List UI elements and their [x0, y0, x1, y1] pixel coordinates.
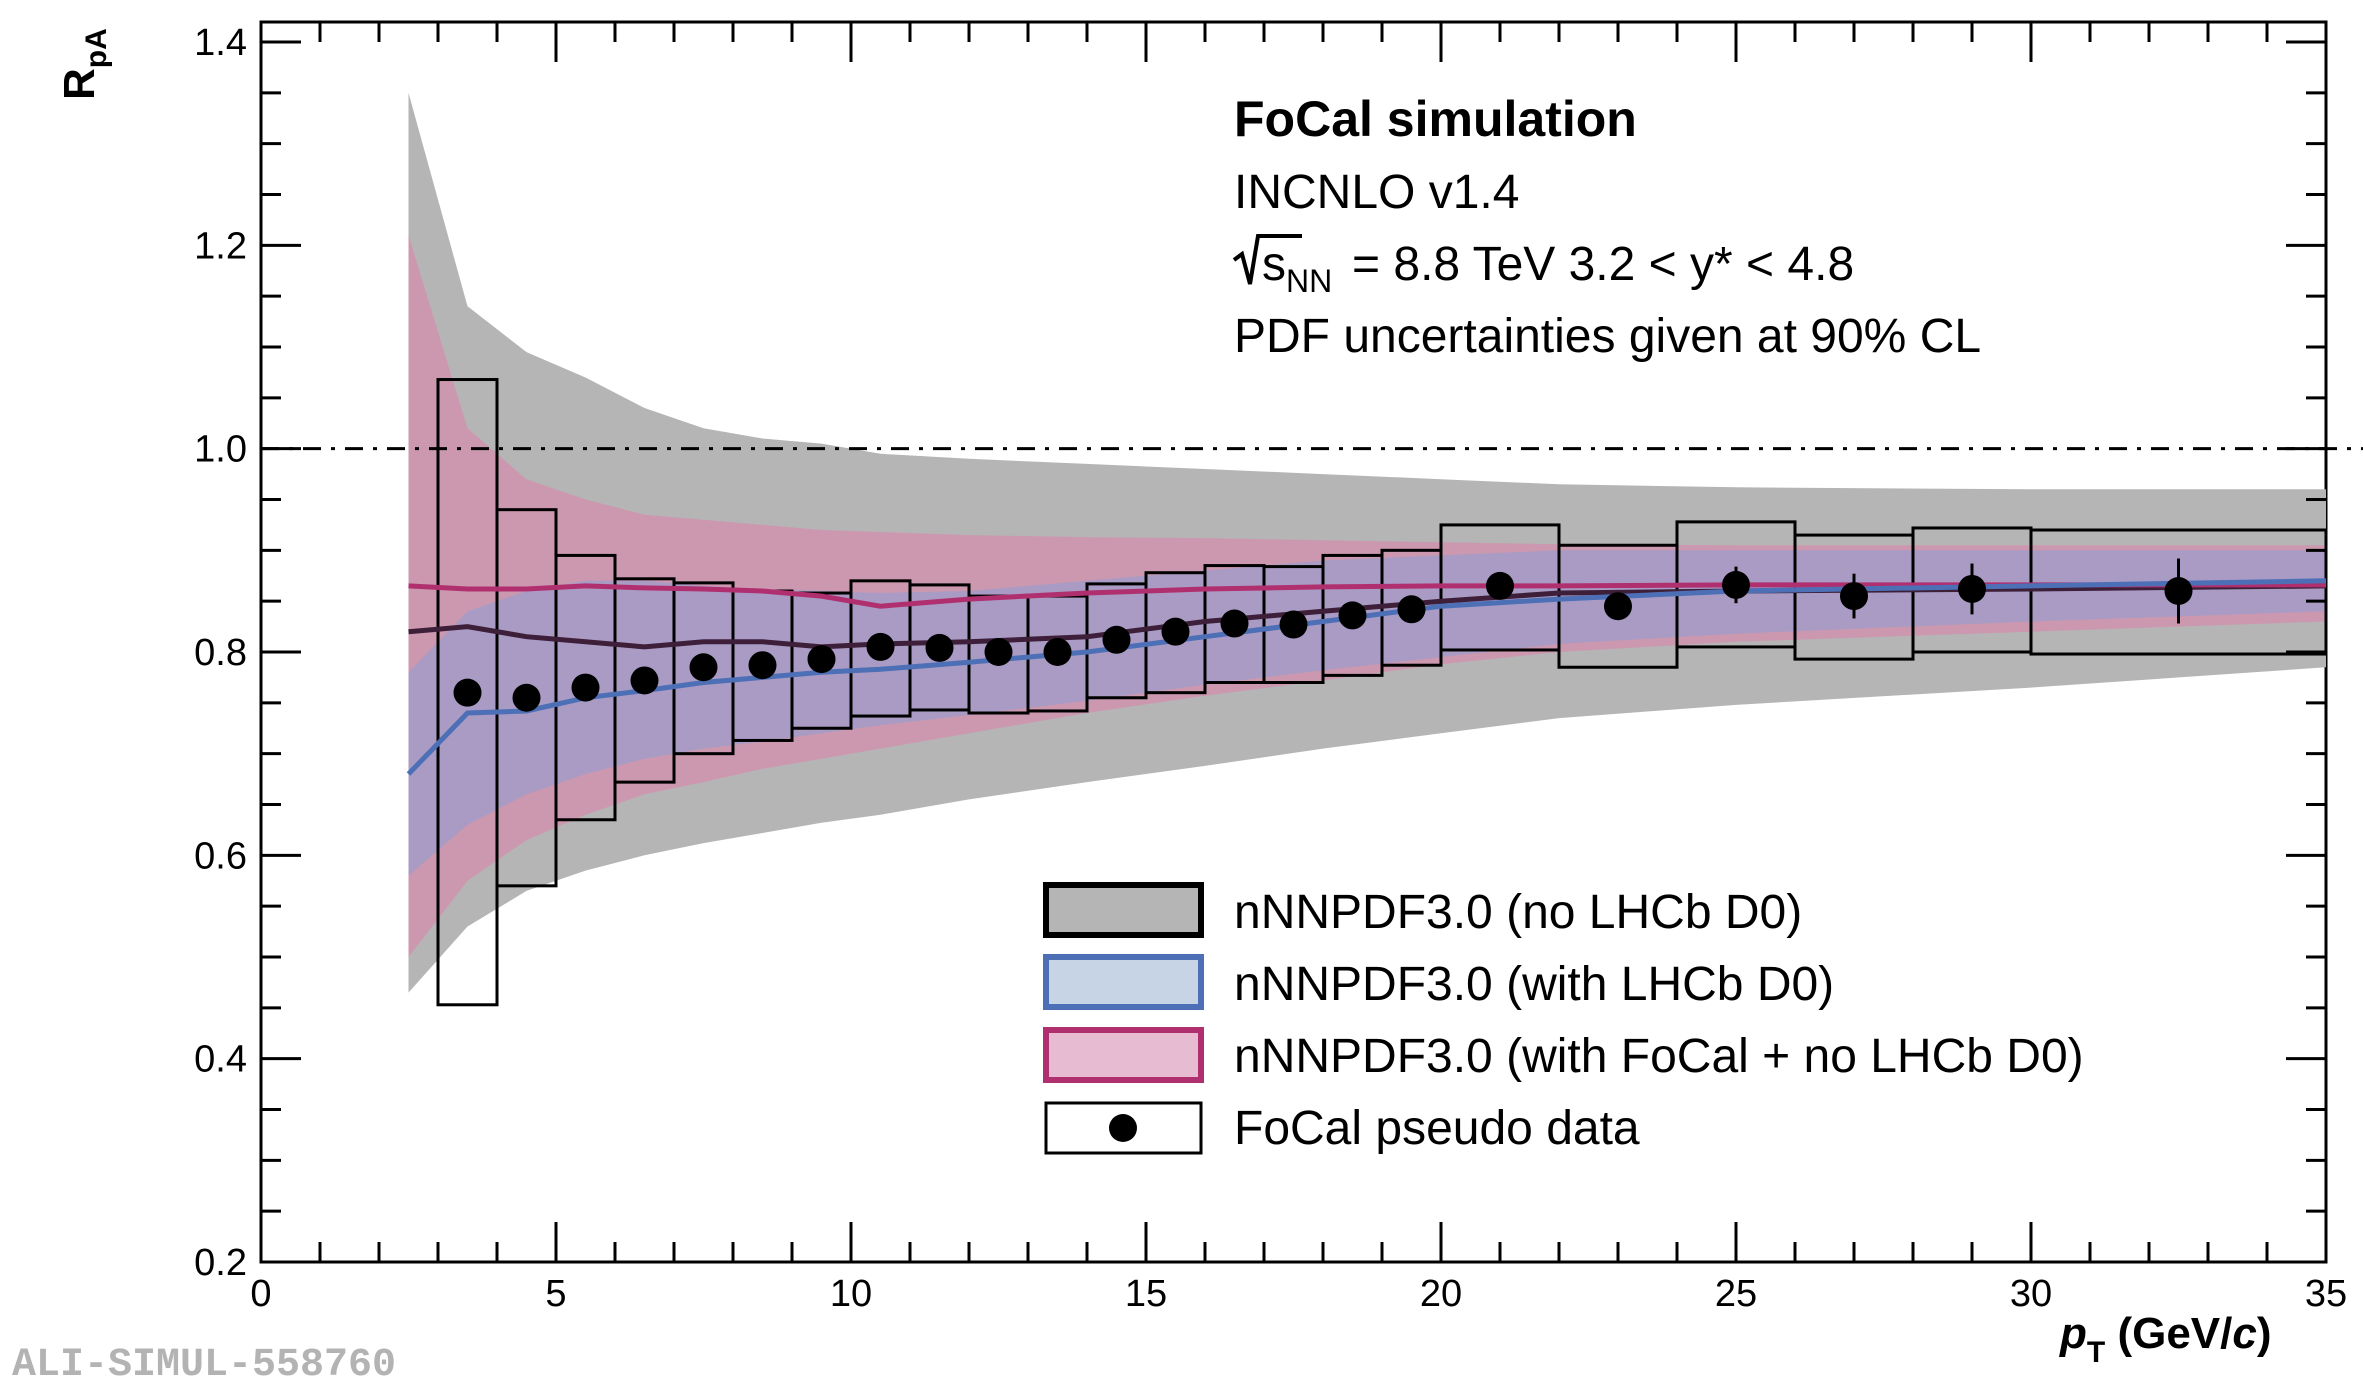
data-point-7: [866, 632, 895, 661]
legend-swatch-no-lhcb: [1043, 882, 1204, 938]
data-point-18: [1604, 592, 1632, 621]
y-tick-label-0: 0.2: [194, 1242, 247, 1284]
central-value-lines: [406, 578, 2327, 776]
legend-swatch-focal: [1043, 1027, 1204, 1083]
annotation-generator: INCNLO v1.4: [1234, 166, 1519, 219]
band-with_lhcb: [408, 550, 2326, 876]
data-point-12: [1161, 617, 1190, 646]
y-tick-label-3: 0.8: [194, 632, 247, 674]
legend-label-focal: nNNPDF3.0 (with FoCal + no LHCb D0): [1234, 1030, 2084, 1083]
x-tick-label-0: 0: [250, 1273, 271, 1315]
watermark: ALI-SIMUL-558760: [12, 1343, 396, 1388]
legend-entry-pseudo: FoCal pseudo data: [1044, 1101, 1640, 1155]
y-tick-label-5: 1.2: [194, 225, 247, 267]
legend-marker-pseudo: [1109, 1114, 1137, 1142]
annotation-pdf-note: PDF uncertainties given at 90% CL: [1234, 310, 1981, 363]
data-point-16: [1397, 595, 1426, 624]
central-line-with_lhcb: [406, 578, 2327, 776]
legend-entry-no-lhcb: nNNPDF3.0 (no LHCb D0): [1043, 882, 1802, 939]
legend-entry-focal: nNNPDF3.0 (with FoCal + no LHCb D0): [1043, 1027, 2084, 1083]
data-point-21: [1958, 574, 1986, 603]
data-point-3: [630, 666, 659, 695]
data-point-4: [689, 653, 718, 682]
data-point-2: [571, 673, 600, 702]
data-point-6: [807, 645, 836, 674]
sqrt-symbol-icon: [1232, 234, 1302, 285]
x-tick-label-3: 15: [1125, 1273, 1167, 1315]
annotation-energy-group: sNN = 8.8 TeV 3.2 < y* < 4.8: [1232, 234, 1854, 299]
pseudo-data-points: [453, 558, 2193, 712]
central-line-no_lhcb: [408, 583, 2327, 650]
x-tick-label-2: 10: [830, 1273, 872, 1315]
data-point-10: [1043, 638, 1072, 666]
data-point-19: [1722, 570, 1750, 599]
x-tick-label-5: 25: [1715, 1273, 1757, 1315]
data-point-22: [2164, 577, 2193, 605]
legend-label-no-lhcb: nNNPDF3.0 (no LHCb D0): [1234, 886, 1802, 939]
y-tick-label-1: 0.4: [194, 1039, 247, 1081]
data-point-11: [1102, 625, 1131, 654]
data-point-13: [1220, 609, 1249, 638]
legend-swatch-with-lhcb: [1043, 954, 1204, 1010]
x-tick-label-6: 30: [2010, 1273, 2052, 1315]
central-line-focal: [408, 582, 2326, 609]
uncertainty-bands: [408, 92, 2326, 993]
data-point-8: [925, 633, 954, 662]
data-point-17: [1486, 571, 1514, 600]
data-point-15: [1338, 601, 1367, 630]
y-tick-label-4: 1.0: [194, 429, 247, 471]
x-tick-label-1: 5: [545, 1273, 566, 1315]
y-tick-label-6: 1.4: [194, 22, 247, 64]
legend-label-with-lhcb: nNNPDF3.0 (with LHCb D0): [1234, 958, 1834, 1011]
annotation-title: FoCal simulation: [1234, 91, 1637, 147]
y-axis-subscript: pA: [80, 28, 113, 68]
axis-ticks: 0 5 10 15 20 25 30 35 0.2 0.4 0.6 0.8 1.0 1.2 1.4: [194, 22, 2347, 1315]
legend: nNNPDF3.0 (no LHCb D0) nNNPDF3.0 (with L…: [1043, 882, 2084, 1155]
annotation-energy-symbol: sNN: [1262, 238, 1332, 299]
sys-box-22: [2029, 528, 2328, 656]
data-point-9: [984, 638, 1013, 666]
x-tick-label-4: 20: [1420, 1273, 1462, 1315]
data-point-14: [1279, 610, 1308, 639]
annotation-energy: = 8.8 TeV 3.2 < y* < 4.8: [1352, 238, 1854, 291]
data-point-20: [1840, 582, 1868, 611]
data-point-0: [453, 678, 482, 707]
y-axis-title: RpA: [55, 28, 113, 100]
data-point-1: [512, 683, 541, 712]
legend-entry-with-lhcb: nNNPDF3.0 (with LHCb D0): [1043, 954, 1834, 1011]
data-point-5: [748, 651, 777, 680]
legend-label-pseudo: FoCal pseudo data: [1234, 1102, 1640, 1155]
x-tick-label-7: 35: [2305, 1273, 2347, 1315]
x-axis-title: pT (GeV/c): [2059, 1309, 2272, 1369]
y-tick-label-2: 0.6: [194, 835, 247, 877]
